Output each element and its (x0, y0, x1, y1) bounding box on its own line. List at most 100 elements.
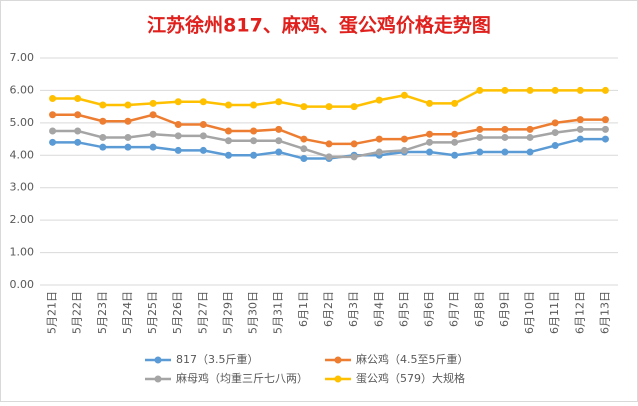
data-point (426, 138, 434, 146)
data-point (224, 137, 232, 145)
data-point (250, 127, 258, 135)
legend-label: 蛋公鸡（579）大规格 (356, 371, 465, 385)
data-point (325, 103, 333, 111)
data-point (149, 111, 157, 119)
data-point (451, 99, 459, 107)
data-point (174, 120, 182, 128)
data-point (551, 142, 559, 150)
data-point (224, 127, 232, 135)
x-tick-label: 6月6日 (423, 291, 436, 327)
legend-marker (334, 356, 342, 364)
legend-label: 麻公鸡（4.5至5斤重） (356, 352, 469, 366)
x-tick-label: 6月2日 (322, 291, 335, 327)
data-point (501, 86, 509, 94)
data-point (124, 133, 132, 141)
data-point (174, 132, 182, 140)
data-point (149, 130, 157, 138)
data-point (576, 135, 584, 143)
data-point (526, 125, 534, 133)
y-tick-label: 6.00 (10, 83, 35, 96)
y-tick-label: 7.00 (10, 51, 35, 64)
data-point (451, 151, 459, 159)
data-point (375, 135, 383, 143)
data-point (99, 101, 107, 109)
data-point (199, 98, 207, 106)
data-point (275, 137, 283, 145)
y-tick-label: 1.00 (10, 246, 35, 259)
legend-label: 麻母鸡（均重三斤七八两） (176, 371, 308, 385)
data-point (275, 98, 283, 106)
x-tick-label: 5月26日 (171, 291, 184, 334)
data-point (426, 148, 434, 156)
legend-marker (334, 375, 342, 383)
x-tick-label: 5月23日 (96, 291, 109, 334)
data-point (250, 151, 258, 159)
data-point (124, 117, 132, 125)
data-point (300, 135, 308, 143)
data-point (275, 148, 283, 156)
data-point (300, 103, 308, 111)
data-point (199, 120, 207, 128)
data-point (350, 103, 358, 111)
data-point (224, 101, 232, 109)
data-point (49, 95, 57, 103)
x-tick-label: 6月13日 (598, 291, 611, 334)
x-tick-label: 5月21日 (46, 291, 59, 334)
data-point (400, 146, 408, 154)
data-point (501, 148, 509, 156)
data-point (250, 101, 258, 109)
data-point (174, 146, 182, 154)
data-point (49, 127, 57, 135)
data-point (74, 95, 82, 103)
legend-label: 817（3.5斤重） (176, 352, 259, 366)
data-point (375, 148, 383, 156)
x-tick-label: 5月31日 (272, 291, 285, 334)
data-point (426, 130, 434, 138)
data-point (400, 135, 408, 143)
data-point (74, 127, 82, 135)
data-point (124, 101, 132, 109)
data-point (551, 86, 559, 94)
chart-title: 江苏徐州817、麻鸡、蛋公鸡价格走势图 (147, 14, 491, 37)
x-tick-label: 5月29日 (221, 291, 234, 334)
x-tick-label: 6月4日 (372, 291, 385, 327)
data-point (350, 140, 358, 148)
x-tick-label: 6月10日 (523, 291, 536, 334)
data-point (601, 125, 609, 133)
data-point (501, 125, 509, 133)
legend-marker (154, 356, 162, 364)
data-point (199, 146, 207, 154)
data-point (400, 91, 408, 99)
data-point (526, 133, 534, 141)
data-point (99, 133, 107, 141)
y-tick-label: 0.00 (10, 278, 35, 291)
x-tick-label: 6月1日 (297, 291, 310, 327)
data-point (199, 132, 207, 140)
data-point (426, 99, 434, 107)
x-tick-label: 5月22日 (71, 291, 84, 334)
x-tick-label: 6月11日 (548, 291, 561, 334)
x-tick-label: 5月25日 (146, 291, 159, 334)
y-tick-label: 3.00 (10, 181, 35, 194)
data-point (601, 116, 609, 124)
data-point (476, 125, 484, 133)
x-tick-label: 6月9日 (498, 291, 511, 327)
data-point (99, 143, 107, 151)
y-tick-label: 2.00 (10, 213, 35, 226)
data-point (124, 143, 132, 151)
y-tick-label: 5.00 (10, 116, 35, 129)
data-point (576, 125, 584, 133)
data-point (74, 111, 82, 119)
x-tick-label: 6月12日 (573, 291, 586, 334)
data-point (451, 130, 459, 138)
data-point (601, 86, 609, 94)
x-tick-label: 5月30日 (247, 291, 260, 334)
data-point (526, 86, 534, 94)
data-point (325, 140, 333, 148)
x-tick-label: 6月3日 (347, 291, 360, 327)
x-tick-label: 6月7日 (448, 291, 461, 327)
x-tick-label: 6月5日 (397, 291, 410, 327)
data-point (224, 151, 232, 159)
